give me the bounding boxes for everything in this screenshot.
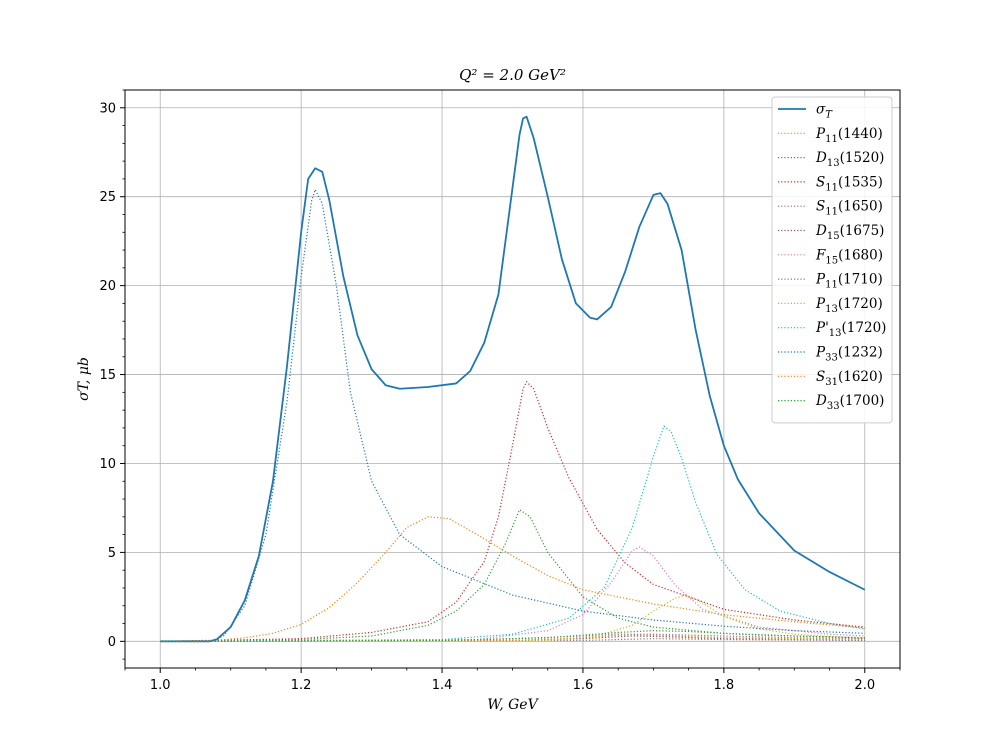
series-line-1 bbox=[160, 516, 865, 642]
series-line-3 bbox=[160, 381, 865, 642]
x-tick-label: 1.0 bbox=[150, 678, 171, 693]
chart-title: Q² = 2.0 GeV² bbox=[459, 66, 566, 84]
y-tick-label: 30 bbox=[99, 101, 116, 116]
x-tick-label: 2.0 bbox=[854, 678, 875, 693]
x-tick-label: 1.4 bbox=[432, 678, 453, 693]
legend-entry-label: S11(1535) bbox=[816, 174, 883, 193]
series-line-11 bbox=[160, 634, 865, 642]
ticks: 1.0 1.2 1.4 1.6 1.8 2.0 0 5 10 15 20 25 30 bbox=[99, 89, 901, 693]
y-tick-label: 25 bbox=[99, 190, 116, 205]
series-line-6 bbox=[160, 546, 865, 642]
x-tick-label: 1.6 bbox=[573, 678, 594, 693]
series-line-0 bbox=[160, 115, 866, 643]
y-tick-label: 10 bbox=[99, 457, 116, 472]
legend-entry-label: P'13(1720) bbox=[815, 320, 886, 339]
y-tick-label: 20 bbox=[99, 279, 116, 294]
legend-entry-label: F15(1680) bbox=[815, 247, 883, 266]
y-tick-label: 0 bbox=[108, 635, 116, 650]
legend: σT P11(1440) D13(1520) S11(1535) S11(1650) D1… bbox=[771, 96, 893, 424]
legend-entry-label: D33(1700) bbox=[815, 393, 884, 412]
y-tick-label: 5 bbox=[108, 546, 116, 561]
grid bbox=[125, 90, 900, 668]
series-line-2 bbox=[160, 509, 865, 642]
series-line-9 bbox=[160, 425, 865, 642]
legend-entry-label: P11(1440) bbox=[815, 126, 883, 145]
y-tick-label: 15 bbox=[99, 368, 116, 383]
x-tick-label: 1.2 bbox=[291, 678, 312, 693]
legend-entry-label: σT bbox=[816, 102, 833, 121]
legend-entry-label: P33(1232) bbox=[815, 345, 883, 364]
legend-entry-label: S11(1650) bbox=[816, 199, 883, 218]
legend-entry-label: D15(1675) bbox=[815, 223, 884, 242]
y-axis-label: σT, μb bbox=[76, 357, 92, 401]
x-axis-label: W, GeV bbox=[487, 697, 539, 713]
legend-entry-label: P13(1720) bbox=[815, 296, 883, 315]
x-tick-label: 1.8 bbox=[714, 678, 735, 693]
legend-entry-label: P11(1710) bbox=[815, 272, 883, 291]
legend-box bbox=[771, 96, 893, 424]
legend-entry-label: D13(1520) bbox=[815, 150, 884, 169]
series-line-4 bbox=[160, 633, 865, 642]
series-group bbox=[160, 115, 866, 643]
legend-entry-label: S31(1620) bbox=[816, 369, 883, 388]
